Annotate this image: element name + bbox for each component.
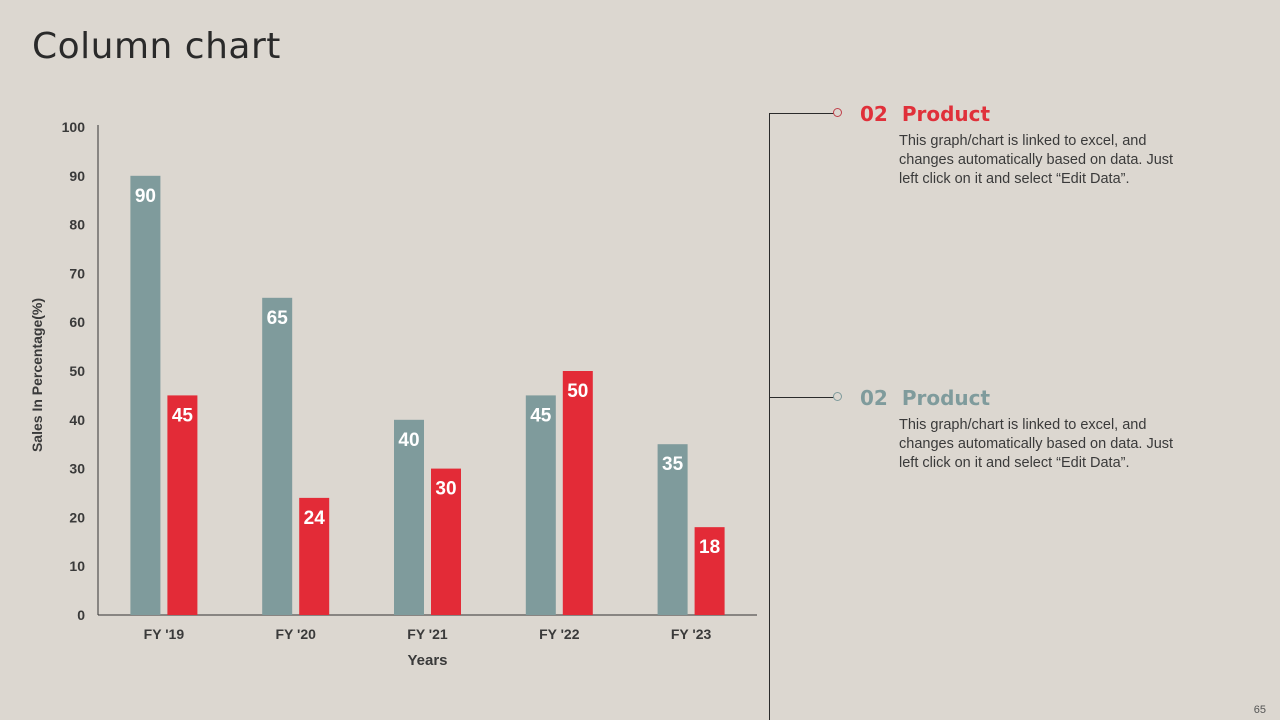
y-tick-label: 10: [69, 558, 85, 574]
bar: [694, 527, 725, 615]
callout-2: 02 Product This graph/chart is linked to …: [860, 386, 1190, 473]
y-tick-label: 0: [77, 607, 85, 623]
connector-line-1: [769, 113, 834, 114]
marker-dot-1: [833, 108, 842, 117]
marker-dot-2: [833, 392, 842, 401]
data-label: 30: [435, 479, 456, 500]
y-tick-label: 100: [62, 119, 86, 135]
data-label: 24: [304, 508, 326, 529]
data-label: 65: [267, 308, 289, 329]
callout-heading: Product: [901, 386, 991, 410]
data-label: 50: [567, 381, 588, 402]
x-tick-label: FY '19: [144, 626, 185, 642]
data-label: 35: [662, 454, 684, 475]
x-tick-label: FY '20: [275, 626, 316, 642]
y-tick-label: 60: [69, 314, 85, 330]
data-label: 45: [530, 405, 552, 426]
x-tick-label: FY '23: [671, 626, 712, 642]
data-label: 18: [699, 537, 720, 558]
callout-1: 02 Product This graph/chart is linked to …: [860, 102, 1190, 189]
x-tick-label: FY '21: [407, 626, 448, 642]
data-label: 45: [172, 405, 194, 426]
bar: [394, 419, 424, 615]
bar: [167, 395, 198, 615]
callout-heading: Product: [901, 102, 991, 126]
y-tick-label: 30: [69, 461, 85, 477]
callout-text: This graph/chart is linked to excel, and…: [899, 417, 1174, 471]
x-axis-title: Years: [407, 652, 447, 669]
connector-line-2: [769, 397, 834, 398]
bar: [562, 371, 593, 615]
bar: [299, 497, 330, 615]
data-label: 90: [135, 186, 156, 207]
y-tick-label: 40: [69, 412, 85, 428]
bar: [262, 297, 293, 615]
column-chart: 0 10 20 30 40 50 60 70 80 90 100 FY '19 90 45 FY '20 65…: [29, 119, 757, 669]
bar: [657, 444, 688, 615]
bar: [525, 395, 556, 615]
timeline-vertical-line: [769, 113, 770, 720]
bar: [431, 468, 461, 615]
y-tick-label: 70: [69, 265, 85, 281]
page-number: 65: [1253, 704, 1266, 716]
y-tick-label: 90: [69, 168, 85, 184]
y-tick-label: 50: [69, 363, 85, 379]
callout-number: 02: [860, 386, 888, 410]
x-tick-label: FY '22: [539, 626, 580, 642]
page-title: Column chart: [32, 26, 281, 67]
callout-number: 02: [860, 102, 888, 126]
y-tick-label: 20: [69, 509, 85, 525]
bar: [130, 175, 161, 616]
data-label: 40: [398, 430, 419, 451]
y-tick-label: 80: [69, 217, 85, 233]
y-axis-title: Sales In Percentage(%): [29, 298, 45, 452]
callout-text: This graph/chart is linked to excel, and…: [899, 133, 1174, 187]
